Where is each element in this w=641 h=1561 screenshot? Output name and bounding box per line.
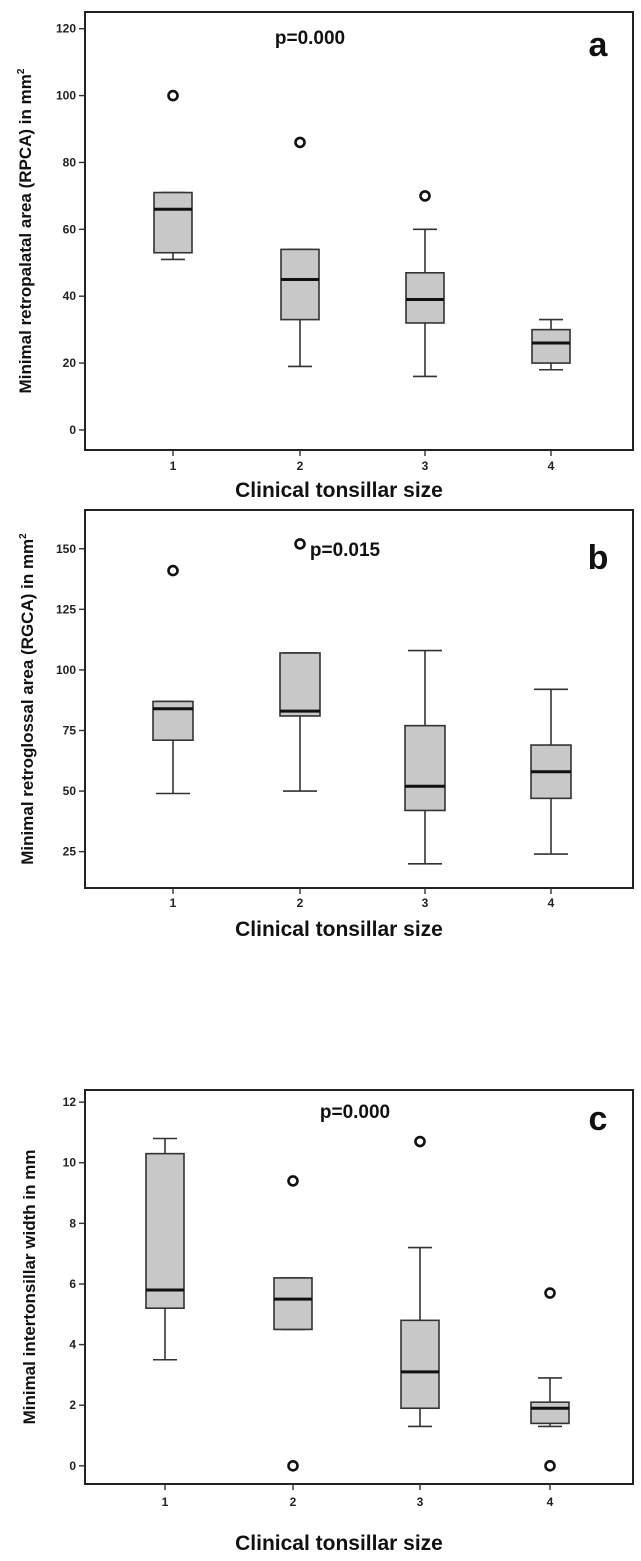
iqr-box: [273, 1277, 313, 1331]
y-axis-label: Minimal intertonsillar width in mm: [20, 1150, 39, 1425]
y-axis-label-superscript: 2: [16, 68, 27, 74]
y-tick-label: 120: [56, 22, 76, 36]
y-tick-label: 4: [69, 1338, 76, 1352]
box-category-1: [152, 564, 194, 795]
x-tick-label: 4: [547, 1495, 554, 1509]
p-value-annotation: p=0.015: [310, 540, 381, 561]
y-tick-label: 100: [56, 663, 76, 677]
box-category-3: [405, 190, 445, 378]
y-tick-label: 20: [63, 356, 77, 370]
box-category-2: [280, 136, 320, 368]
iqr-box: [280, 248, 320, 321]
iqr-box: [405, 271, 445, 324]
x-axis-label: Clinical tonsillar size: [235, 1532, 443, 1555]
outlier-point: [544, 1460, 556, 1472]
y-axis-label-superscript: 2: [18, 533, 29, 539]
y-tick-label: 6: [69, 1277, 76, 1291]
box-category-1: [153, 89, 193, 261]
x-tick-label: 2: [290, 1495, 297, 1509]
box-category-4: [530, 1287, 570, 1472]
y-tick-label: 80: [63, 155, 77, 169]
x-tick-label: 2: [297, 896, 304, 910]
outlier-point: [167, 89, 179, 102]
iqr-box: [400, 1319, 440, 1410]
y-tick-label: 60: [63, 222, 77, 236]
x-tick-label: 1: [170, 459, 177, 473]
box-category-1: [145, 1137, 185, 1361]
box-category-3: [400, 1135, 440, 1428]
y-tick-label: 50: [63, 784, 77, 798]
panel-a: 0 20 40 60 80 100 120 1 2 3 4 p=0.000 a Clinical tons…: [16, 11, 634, 502]
box-category-2: [273, 1175, 313, 1472]
box-category-4: [531, 318, 571, 371]
y-tick-label: 125: [56, 602, 76, 616]
y-tick-label: 10: [63, 1156, 77, 1170]
panel-letter: a: [589, 26, 609, 64]
panel-letter: b: [588, 539, 609, 577]
y-axis-label: Minimal retropalatal area (RPCA) in mm2: [16, 68, 35, 393]
y-tick-label: 0: [69, 423, 76, 437]
outlier-point: [167, 564, 179, 577]
y-axis-label: Minimal retroglossal area (RGCA) in mm2: [18, 533, 37, 865]
x-tick-label: 3: [422, 459, 429, 473]
y-tick-label: 150: [56, 542, 76, 556]
x-axis-label: Clinical tonsillar size: [235, 918, 443, 941]
panel-letter: c: [589, 1100, 608, 1138]
y-tick-label: 25: [63, 845, 77, 859]
iqr-box: [404, 724, 446, 812]
y-tick-label: 0: [69, 1459, 76, 1473]
x-tick-label: 4: [548, 896, 555, 910]
p-value-annotation: p=0.000: [320, 1102, 390, 1123]
p-value-annotation: p=0.000: [275, 28, 345, 49]
y-tick-label: 12: [63, 1095, 77, 1109]
outlier-point: [419, 190, 431, 202]
outlier-point: [414, 1135, 426, 1148]
y-tick-label: 75: [63, 724, 77, 738]
box-category-3: [404, 649, 446, 865]
x-tick-label: 1: [162, 1495, 169, 1509]
iqr-box: [145, 1152, 185, 1310]
x-tick-label: 2: [297, 459, 304, 473]
box-category-2: [279, 538, 321, 792]
outlier-point: [294, 136, 306, 149]
iqr-box: [531, 328, 571, 364]
x-tick-label: 3: [422, 896, 429, 910]
y-tick-label: 8: [69, 1216, 76, 1230]
x-tick-label: 1: [170, 896, 177, 910]
iqr-box: [279, 652, 321, 717]
x-tick-label: 4: [548, 459, 555, 473]
outlier-point: [544, 1287, 556, 1299]
box-category-4: [530, 688, 572, 855]
y-tick-label: 2: [69, 1398, 76, 1412]
outlier-point: [287, 1175, 299, 1187]
iqr-box: [153, 191, 193, 254]
outlier-point: [294, 538, 306, 550]
iqr-box: [530, 1401, 570, 1425]
x-tick-label: 3: [417, 1495, 424, 1509]
y-tick-label: 100: [56, 89, 76, 103]
panel-b: 25 50 75 100 125 150 1 2 3 4 p=0.015 b Clinical tons…: [18, 509, 634, 941]
x-axis-label: Clinical tonsillar size: [235, 479, 443, 502]
outlier-point: [287, 1460, 299, 1472]
y-tick-label: 40: [63, 289, 77, 303]
